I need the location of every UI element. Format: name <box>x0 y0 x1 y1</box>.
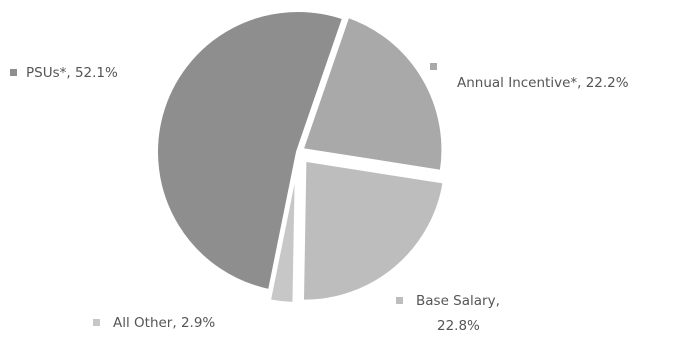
all-other-label: All Other, 2.9% <box>113 315 215 331</box>
all-other-slice <box>266 161 299 306</box>
pie-slices <box>154 8 448 306</box>
slice-labels: PSUs*, 52.1% Annual Incentive*, 22.2% Ba… <box>10 63 629 334</box>
annual-incentive-slice <box>298 13 446 175</box>
all-other-label-marker <box>93 319 100 326</box>
psus-label-marker <box>10 69 17 76</box>
base-salary-label-line-2: 22.8% <box>437 318 480 334</box>
annual-incentive-label: Annual Incentive*, 22.2% <box>457 75 629 91</box>
base-salary-slice <box>299 157 448 304</box>
annual-incentive-label-marker <box>430 63 437 70</box>
base-salary-label-line-1: Base Salary, <box>416 293 500 309</box>
psus-label: PSUs*, 52.1% <box>26 65 118 81</box>
base-salary-label-marker <box>396 297 403 304</box>
psus-slice <box>154 8 347 294</box>
